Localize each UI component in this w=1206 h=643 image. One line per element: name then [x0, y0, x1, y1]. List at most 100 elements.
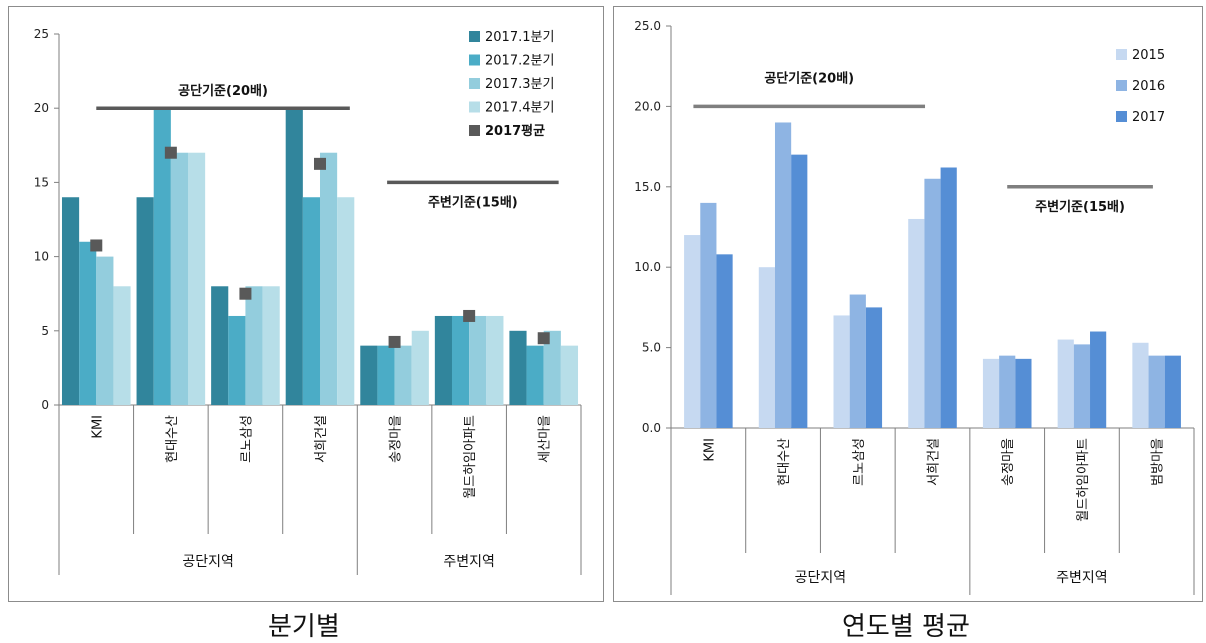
y-category-label: 월드하임아파트 [1076, 438, 1091, 522]
q-bar [188, 152, 206, 405]
q-bar [337, 197, 355, 405]
q-bar [113, 286, 131, 405]
q-bar [228, 315, 246, 405]
y-bar [700, 202, 717, 428]
q-legend-label: 2017평균 [485, 123, 545, 139]
quarterly-chart: 0 5 10 15 20 25 공단기준(20배) 주변기준(15배) KMI 현대수산 르노삼성 서… [34, 27, 582, 575]
y-bar [865, 307, 883, 428]
q-y-tick-label: 25 [34, 27, 49, 41]
q-avg-marker [388, 335, 401, 348]
q-legend-swatch [469, 54, 480, 66]
y-bar [1057, 339, 1074, 428]
q-avg-marker [239, 287, 252, 300]
quarterly-chart-panel: 0 5 10 15 20 25 공단기준(20배) 주변기준(15배) KMI 현대수산 르노삼성 서… [8, 6, 604, 602]
q-category-label: 현대수산 [165, 415, 180, 463]
q-bar [245, 286, 263, 405]
y-legend-swatch [1116, 80, 1127, 91]
y-bar [849, 294, 866, 428]
q-bar [285, 108, 303, 405]
q-bar [411, 330, 429, 405]
q-bar [451, 315, 470, 405]
y-y-tick-label: 25.0 [634, 19, 661, 33]
q-legend-label: 2017.1분기 [485, 30, 554, 45]
q-avg-marker [314, 157, 326, 170]
q-group-label: 주변지역 [443, 554, 495, 570]
y-legend-swatch [1116, 49, 1127, 60]
q-bar [526, 345, 544, 405]
q-bar [320, 152, 338, 405]
q-category-label: 르노삼성 [239, 415, 254, 463]
q-bar [377, 345, 395, 405]
y-bar [999, 355, 1016, 428]
q-bar [394, 345, 412, 405]
q-y-tick-label: 15 [34, 175, 49, 189]
q-bar [560, 345, 579, 405]
q-category-label: KMI [90, 415, 105, 439]
y-group-label: 공단지역 [795, 570, 847, 586]
y-bar [924, 178, 941, 428]
q-y-tick-label: 0 [41, 398, 49, 412]
y-bar [791, 154, 808, 428]
q-legend-label: 2017.3분기 [485, 77, 554, 92]
q-bar [302, 197, 320, 405]
q-legend-label: 2017.4분기 [485, 101, 554, 116]
y-bar [774, 122, 792, 428]
q-bar [262, 286, 280, 405]
y-y-tick-label: 5.0 [642, 341, 661, 355]
y-category-label: 현대수산 [777, 438, 792, 486]
y-y-tick-label: 20.0 [634, 99, 661, 113]
y-category-label: KMI [702, 438, 717, 462]
y-category-label: 서희건설 [927, 438, 942, 486]
y-reference-label: 공단기준(20배) [764, 70, 854, 86]
y-bar [1164, 355, 1181, 428]
y-bar [1090, 331, 1107, 428]
q-legend-swatch [469, 101, 480, 113]
y-bar [1015, 358, 1032, 428]
q-bar [61, 197, 80, 405]
q-bar [360, 345, 378, 405]
y-y-tick-label: 0.0 [642, 421, 661, 435]
q-bar [136, 197, 154, 405]
q-bar [170, 152, 189, 405]
q-bar [509, 330, 527, 405]
q-bar [96, 256, 114, 405]
q-bar [211, 286, 229, 405]
q-bar [543, 330, 561, 405]
q-bar [79, 241, 97, 405]
q-avg-marker [463, 309, 476, 322]
q-legend-swatch [469, 125, 480, 136]
y-bar [982, 358, 1000, 428]
y-reference-label: 주변기준(15배) [1035, 199, 1125, 215]
q-bar [153, 108, 171, 405]
q-avg-marker [537, 332, 550, 345]
y-legend-label: 2015 [1132, 48, 1165, 63]
y-legend-label: 2017 [1132, 110, 1165, 125]
yearly-chart-panel: 0.0 5.0 10.0 15.0 20.0 25.0 공단기준(20배) 주변기준(15배)… [613, 6, 1203, 602]
q-y-tick-label: 5 [41, 324, 49, 338]
y-bar [833, 315, 850, 428]
y-group-label: 주변지역 [1056, 570, 1108, 586]
q-legend-swatch [469, 78, 480, 89]
y-bar [1132, 342, 1149, 428]
q-bar [469, 315, 487, 405]
q-reference-label: 공단기준(20배) [178, 83, 268, 99]
caption-yearly: 연도별 평균 [842, 612, 970, 642]
y-bar [758, 267, 775, 428]
y-bar [1073, 344, 1091, 428]
y-y-tick-label: 15.0 [634, 180, 661, 194]
q-reference-label: 주변기준(15배) [428, 194, 518, 210]
y-bar [908, 218, 925, 428]
y-bar [684, 235, 701, 428]
y-bar [940, 167, 957, 428]
y-bar [1148, 355, 1165, 428]
q-avg-marker [90, 239, 103, 252]
q-y-tick-label: 10 [34, 250, 49, 264]
y-legend-swatch [1116, 111, 1127, 122]
y-category-label: 르노삼성 [852, 438, 867, 486]
y-category-label: 송정마을 [1001, 438, 1016, 486]
caption-quarterly: 분기별 [268, 612, 340, 642]
y-legend-label: 2016 [1132, 79, 1165, 94]
y-bar [716, 254, 733, 428]
q-category-label: 송정마을 [389, 415, 404, 463]
q-bar [486, 315, 504, 405]
